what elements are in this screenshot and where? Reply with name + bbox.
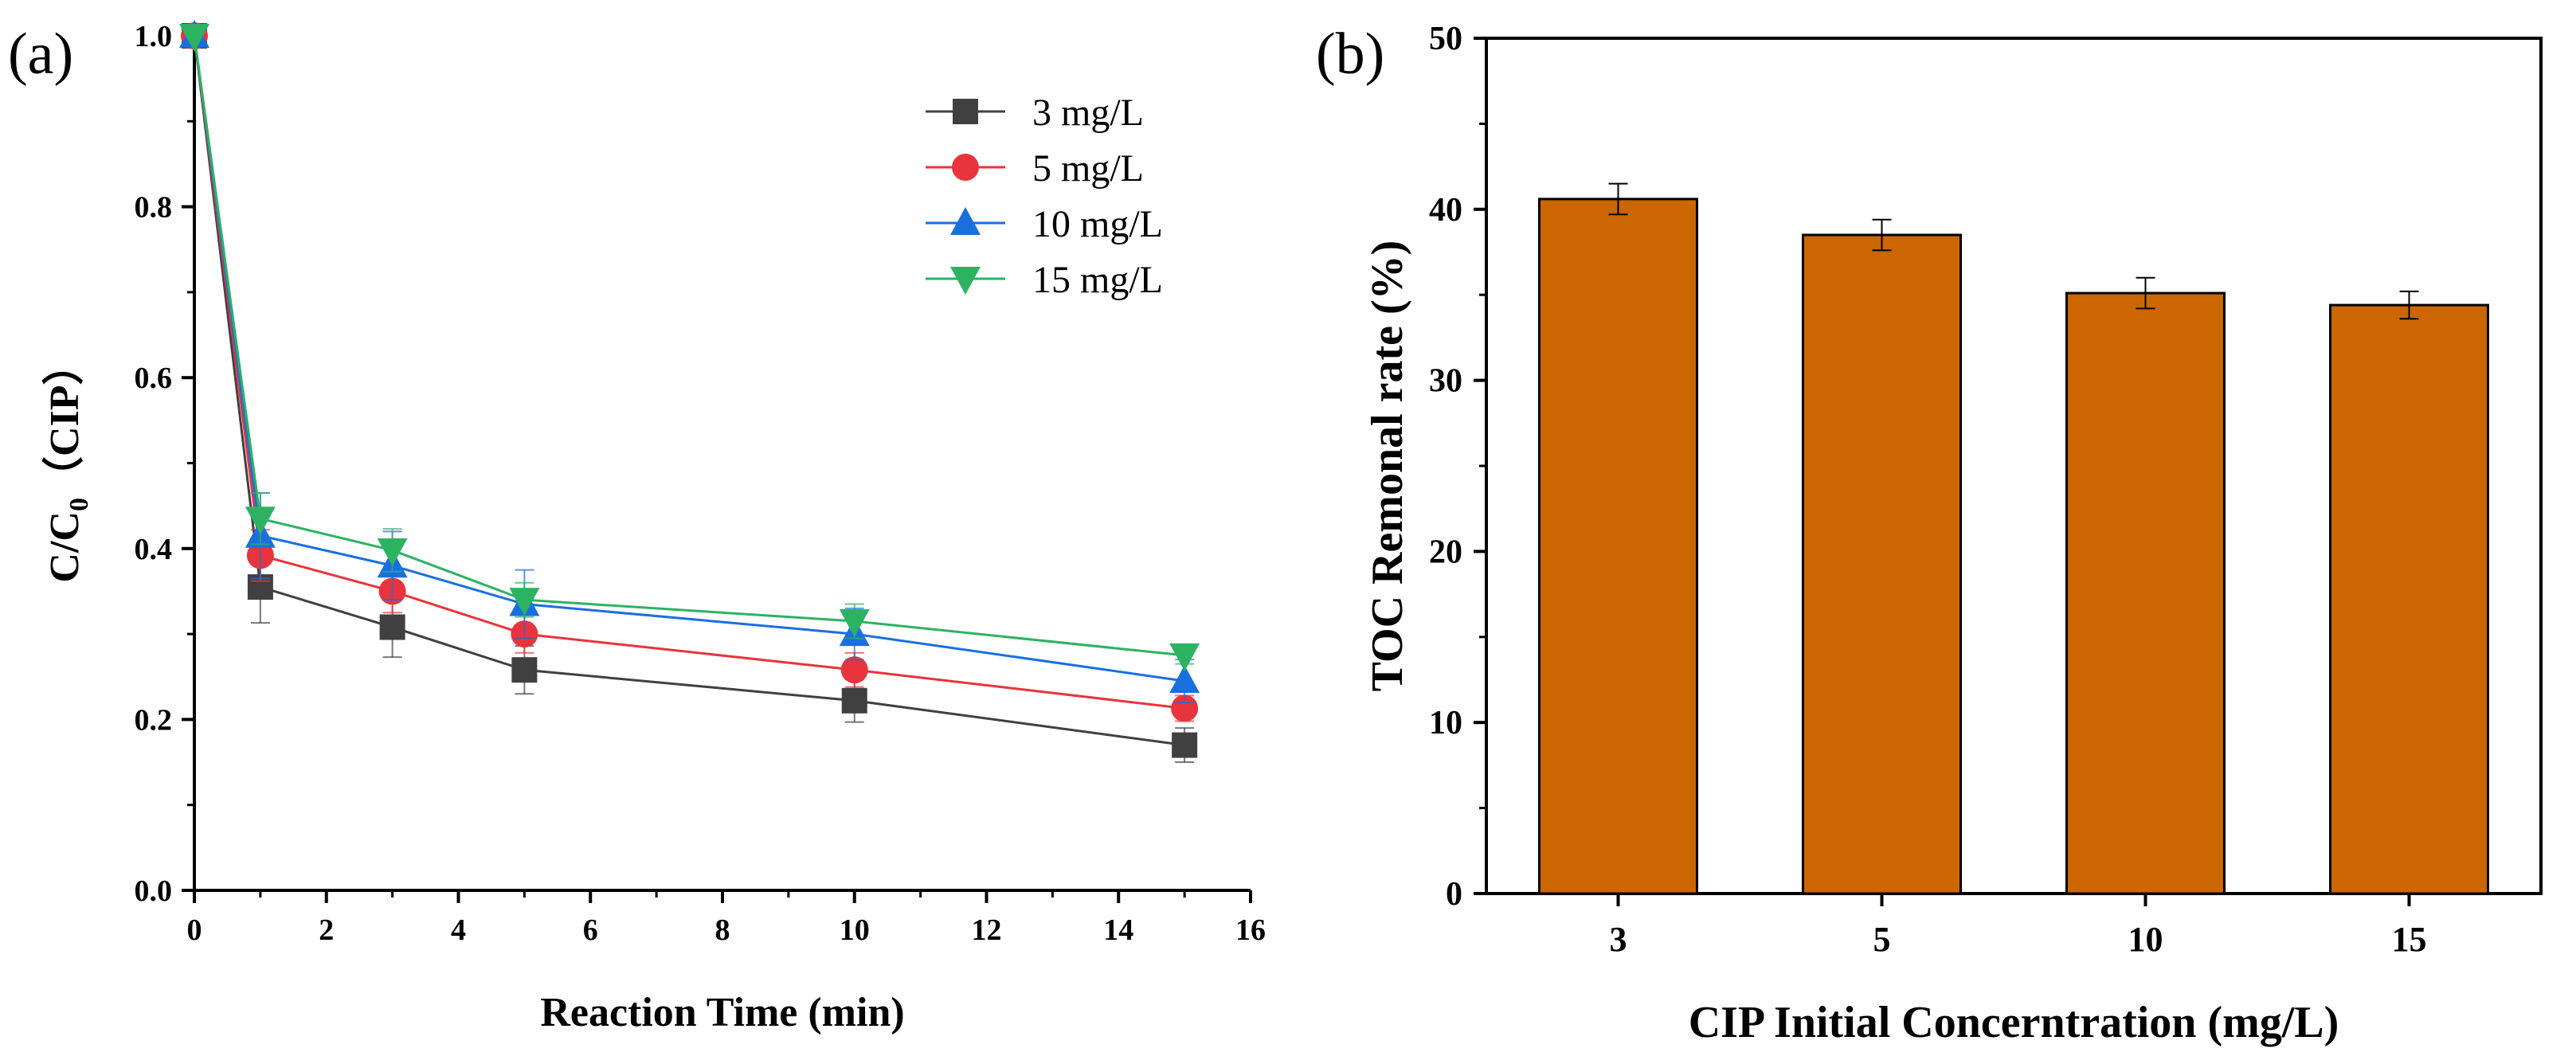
x-tick-label: 16 (1235, 913, 1266, 947)
panel-a: 0 2 4 6 8 10 12 14 16 0.0 0.2 0.4 0.6 0.8 1.0 Reaction … (8, 20, 1266, 1035)
legend-marker (953, 99, 978, 124)
x-tick-label: 10 (840, 913, 870, 947)
y-axis-title-sub: 0 (65, 498, 94, 511)
y-tick-label: 0.2 (135, 703, 173, 737)
x-tick-label: 3 (1610, 920, 1627, 959)
data-point (377, 538, 408, 566)
series-line (193, 35, 1185, 710)
y-axis-title: TOC Remonal rate (%) (1363, 241, 1412, 692)
series-3 (179, 24, 1200, 671)
y-tick-label: 20 (1429, 534, 1462, 570)
legend-label: 10 mg/L (1032, 203, 1163, 245)
bar (2065, 291, 2226, 895)
y-axis-title: C/C0（CIP） (41, 343, 94, 582)
series-line (193, 35, 1185, 683)
data-point (179, 24, 209, 52)
bar (1802, 233, 1962, 895)
data-point (839, 609, 870, 638)
x-tick-label: 8 (715, 913, 730, 947)
y-tick-label: 0.6 (135, 362, 173, 395)
series-line (193, 35, 1185, 747)
bar (1538, 198, 1698, 895)
x-tick-label: 0 (187, 913, 202, 947)
legend-label: 3 mg/L (1032, 92, 1144, 134)
x-axis-title: CIP Initial Concerntration (mg/L) (1689, 998, 2339, 1047)
panel-b: 0 10 20 30 40 50 3 5 10 15 CIP Initial Concerntrat… (1316, 21, 2543, 1047)
y-tick-label: 40 (1429, 192, 1462, 229)
data-point (841, 687, 867, 714)
legend-marker (952, 154, 979, 181)
panel-label-a: (a) (8, 22, 73, 87)
legend-marker (950, 267, 981, 295)
legend-marker (950, 207, 981, 235)
y-tick-label: 0.8 (135, 191, 173, 225)
x-tick-label: 4 (451, 913, 466, 947)
x-axis-title: Reaction Time (min) (540, 990, 904, 1035)
series-line (193, 35, 1185, 657)
y-tick-label: 0.0 (135, 874, 173, 908)
data-point (1172, 732, 1198, 758)
y-tick-label: 50 (1429, 21, 1462, 57)
legend-label: 5 mg/L (1032, 147, 1144, 190)
x-tick-label: 5 (1873, 920, 1891, 959)
x-tick-label: 2 (319, 913, 334, 947)
x-tick-label: 14 (1103, 913, 1133, 947)
y-tick-label: 0.4 (135, 533, 173, 566)
y-tick-label: 1.0 (135, 20, 173, 53)
data-point (840, 656, 868, 684)
y-tick-label: 10 (1429, 705, 1462, 741)
y-axis-title-main: C/C (42, 511, 88, 583)
x-tick-label: 6 (583, 913, 598, 947)
data-point (245, 507, 276, 535)
y-tick-label: 30 (1429, 363, 1462, 400)
legend: 3 mg/L 5 mg/L 10 mg/L 15 mg/L (926, 92, 1163, 301)
data-point (511, 657, 538, 683)
x-tick-label: 10 (2128, 920, 2163, 959)
x-tick-label: 15 (2392, 920, 2427, 959)
y-tick-label: 0 (1446, 876, 1462, 913)
data-point (1169, 665, 1200, 694)
data-point (509, 588, 540, 616)
y-axis-title-suffix: （CIP） (41, 343, 88, 498)
data-point (1169, 643, 1200, 671)
bar (2329, 303, 2489, 895)
data-point (379, 614, 405, 640)
x-tick-label: 12 (972, 913, 1002, 947)
legend-label: 15 mg/L (1032, 259, 1163, 301)
panel-label-b: (b) (1316, 22, 1384, 87)
